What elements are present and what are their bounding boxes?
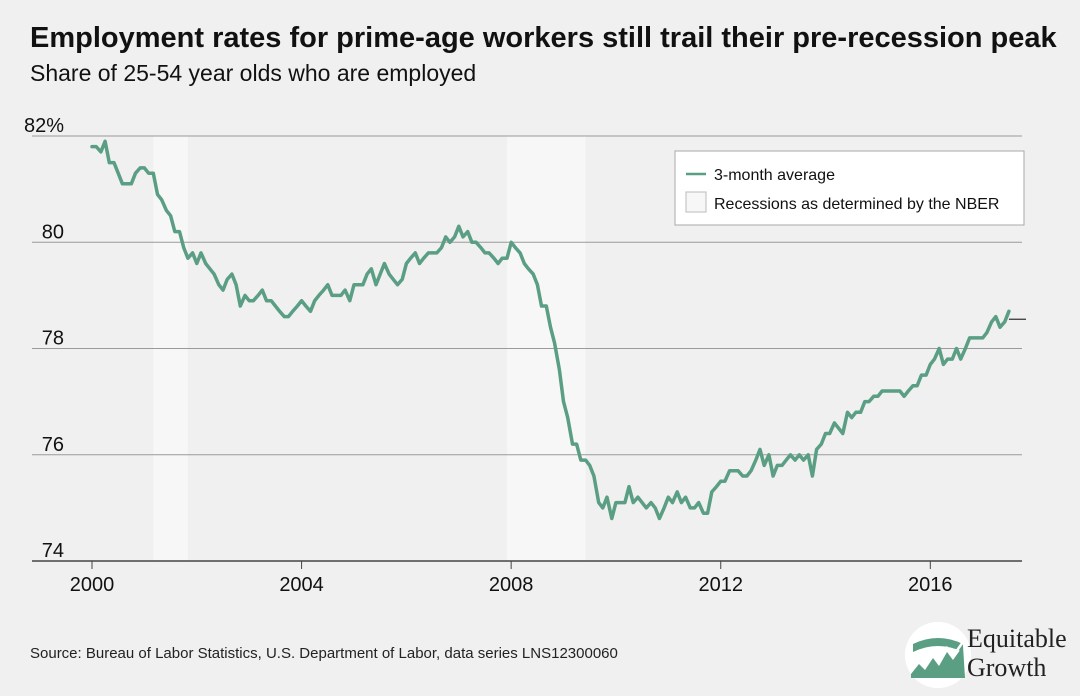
x-tick-label: 2004 bbox=[279, 574, 324, 596]
chart-subtitle: Share of 25-54 year olds who are employe… bbox=[30, 60, 477, 86]
y-tick-label: 76 bbox=[42, 434, 64, 456]
legend-box bbox=[674, 150, 1025, 226]
series-group bbox=[90, 139, 1011, 521]
x-tick-label: 2016 bbox=[908, 574, 953, 596]
legend-label-average: 3-month average bbox=[714, 167, 835, 184]
series-line-1 bbox=[90, 139, 1011, 521]
equitable-growth-logo: Equitable Growth bbox=[905, 620, 1075, 692]
logo-line-2: Growth bbox=[967, 653, 1047, 682]
y-tick-label: 80 bbox=[42, 221, 64, 243]
x-tick-label: 2012 bbox=[698, 574, 743, 596]
x-axis: 2000 2004 2008 2012 2016 bbox=[70, 561, 953, 596]
logo-line-1: Equitable bbox=[967, 624, 1067, 653]
logo-mark-icon bbox=[905, 622, 971, 688]
logo-wordmark: Equitable Growth bbox=[967, 624, 1067, 682]
y-tick-label: 82% bbox=[24, 115, 64, 137]
grid-lines bbox=[32, 135, 1022, 562]
chart-title: Employment rates for prime-age workers s… bbox=[30, 22, 1057, 54]
source-note: Source: Bureau of Labor Statistics, U.S.… bbox=[30, 645, 618, 662]
y-tick-label: 74 bbox=[42, 540, 64, 562]
y-axis: 74 76 78 80 82% bbox=[24, 115, 64, 562]
legend-recession-swatch bbox=[685, 191, 707, 213]
legend-label-recessions: Recessions as determined by the NBER bbox=[714, 196, 999, 213]
x-tick-label: 2000 bbox=[70, 574, 115, 596]
legend: 3-month average Recessions as determined… bbox=[674, 150, 1025, 226]
y-tick-label: 78 bbox=[42, 328, 64, 350]
x-tick-label: 2008 bbox=[489, 574, 534, 596]
